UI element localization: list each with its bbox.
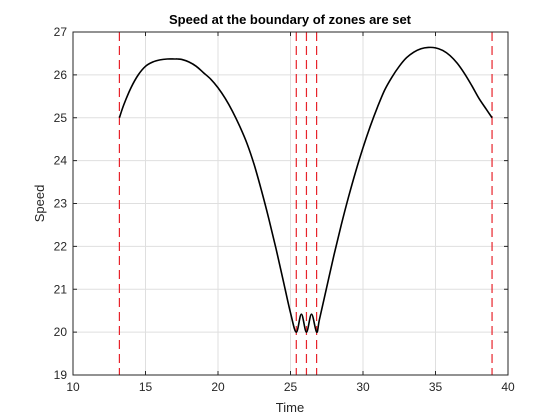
x-tick-label: 15 <box>139 380 153 394</box>
x-tick-label: 35 <box>429 380 443 394</box>
zone-boundaries <box>118 32 493 375</box>
x-tick-label: 25 <box>284 380 298 394</box>
ticks: 10 15 20 25 30 35 40 19 20 21 22 23 24 25 26 27 <box>54 25 515 394</box>
speed-line <box>118 46 493 333</box>
y-tick-label: 27 <box>54 25 68 39</box>
y-tick-label: 25 <box>54 111 68 125</box>
y-tick-label: 20 <box>54 325 68 339</box>
y-tick-label: 24 <box>54 154 68 168</box>
x-tick-label: 40 <box>501 380 515 394</box>
y-tick-label: 19 <box>54 368 68 382</box>
y-tick-label: 21 <box>54 282 68 296</box>
speed-series <box>118 46 493 333</box>
chart-title: Speed at the boundary of zones are set <box>169 12 412 27</box>
x-tick-label: 30 <box>356 380 370 394</box>
y-tick-label: 22 <box>54 239 68 253</box>
y-tick-label: 23 <box>54 197 68 211</box>
y-axis-label: Speed <box>32 185 47 223</box>
x-tick-label: 10 <box>66 380 80 394</box>
y-tick-label: 26 <box>54 68 68 82</box>
x-tick-label: 20 <box>211 380 225 394</box>
x-axis-label: Time <box>276 400 304 415</box>
